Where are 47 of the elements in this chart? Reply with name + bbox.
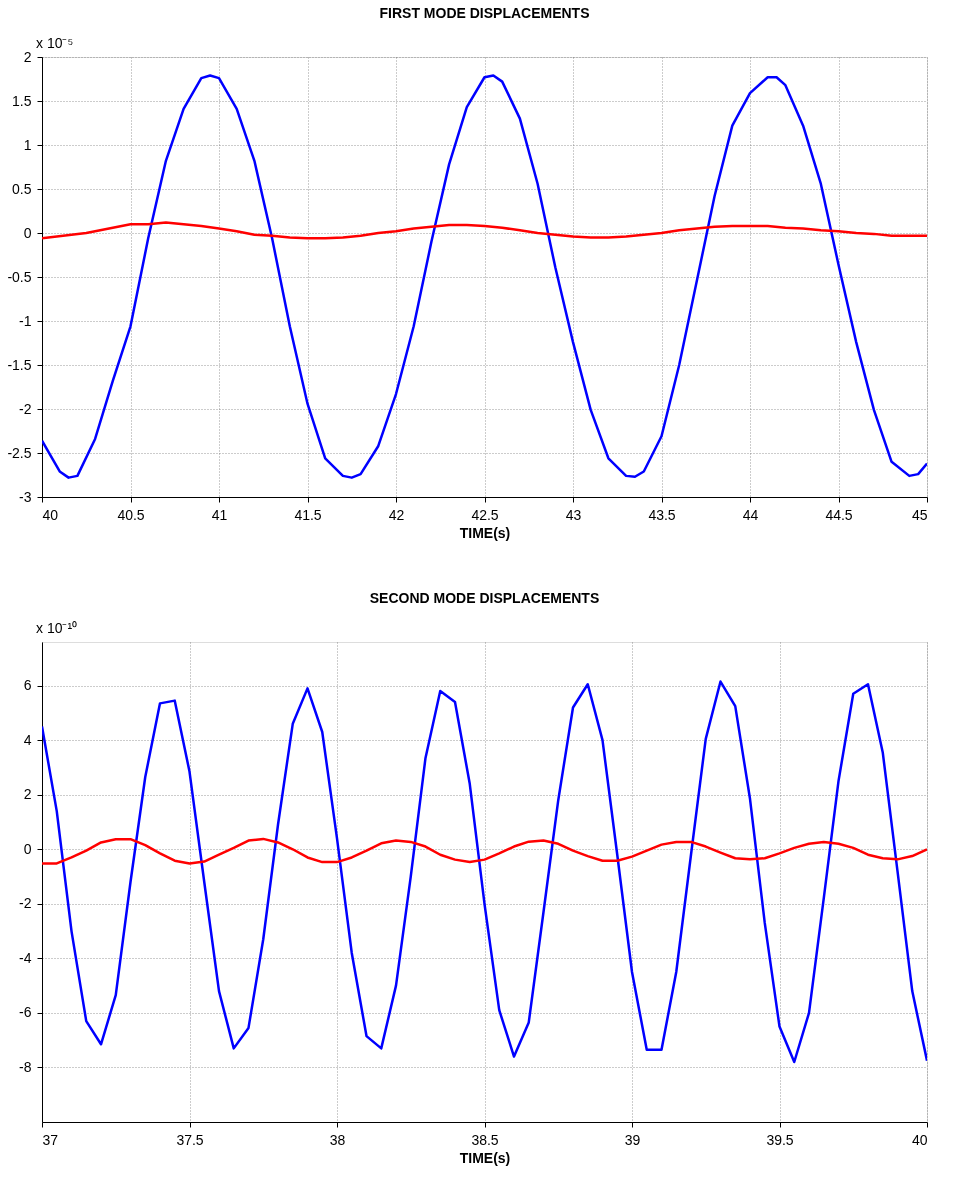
line-series <box>42 680 927 1064</box>
chart-title: SECOND MODE DISPLACEMENTS <box>369 590 600 606</box>
y-tick-label: -2 <box>19 400 32 417</box>
text: x 10⁻⁵ <box>36 35 74 51</box>
x-tick-label: 37 <box>42 1131 59 1148</box>
y-tick-label: -1.5 <box>7 356 32 373</box>
line-series <box>42 74 927 479</box>
y-tick-label: -2.5 <box>7 444 32 461</box>
y-tick-label: -2 <box>19 895 32 912</box>
y-tick-label: 0.5 <box>12 180 32 197</box>
x-tick-label: 40 <box>42 506 59 523</box>
x-tick-label: 38.5 <box>471 1131 499 1148</box>
x-tick-label: 37.5 <box>176 1131 204 1148</box>
y-tick-label: 2 <box>23 48 32 65</box>
y-tick-label: 0 <box>23 840 32 857</box>
x-tick-label: 42 <box>388 506 405 523</box>
y-tick-label: -8 <box>19 1058 32 1075</box>
line-series <box>42 837 927 865</box>
x-tick-label: 42.5 <box>471 506 499 523</box>
x-tick-label: 40.5 <box>117 506 145 523</box>
y-tick-label: 6 <box>23 677 32 694</box>
y-tick-label: -3 <box>19 488 32 505</box>
x-tick-label: 41.5 <box>294 506 322 523</box>
y-tick-label: -0.5 <box>7 268 32 285</box>
y-tick-label: 1 <box>23 136 32 153</box>
x-tick-label: 45 <box>911 506 928 523</box>
text: x 10⁻¹⁰ <box>36 620 78 636</box>
y-tick-label: -4 <box>19 949 32 966</box>
y-tick-label: 4 <box>23 731 32 748</box>
y-tick-label: -6 <box>19 1004 32 1021</box>
x-tick-label: 40 <box>911 1131 928 1148</box>
x-tick-label: 39 <box>624 1131 641 1148</box>
x-axis-title: TIME(s) <box>459 524 511 541</box>
x-axis-title: TIME(s) <box>459 1149 511 1166</box>
y-tick-label: 2 <box>23 786 32 803</box>
chart-title: FIRST MODE DISPLACEMENTS <box>379 5 590 21</box>
line-series <box>42 221 927 240</box>
x-tick-label: 43.5 <box>648 506 676 523</box>
y-tick-label: -1 <box>19 312 32 329</box>
y-tick-label: 1.5 <box>12 92 32 109</box>
x-tick-label: 38 <box>329 1131 346 1148</box>
x-tick-label: 43 <box>565 506 582 523</box>
y-tick-label: 0 <box>23 224 32 241</box>
x-tick-label: 39.5 <box>766 1131 794 1148</box>
x-tick-label: 44.5 <box>825 506 853 523</box>
x-tick-label: 41 <box>211 506 228 523</box>
x-tick-label: 44 <box>742 506 759 523</box>
